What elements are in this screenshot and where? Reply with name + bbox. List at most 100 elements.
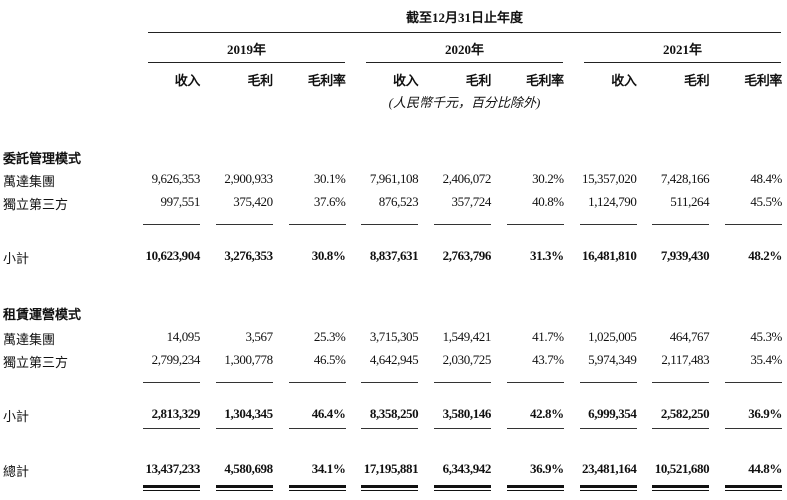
table-cell: 3,567 (245, 329, 273, 344)
table-cell: 35.4% (750, 352, 782, 367)
table-cell: 42.8% (529, 406, 564, 421)
table-cell: 13,437,233 (145, 461, 200, 476)
table-cell: 2,030,725 (442, 352, 492, 367)
underline (725, 428, 782, 430)
table-cell: 37.6% (313, 194, 346, 209)
underline (361, 428, 419, 430)
underline (288, 428, 346, 430)
table-cell: 46.4% (311, 406, 346, 421)
table-cell: 3,715,305 (369, 329, 419, 344)
column-header: 毛利率 (307, 73, 346, 88)
underline (143, 382, 200, 384)
double-underline (506, 485, 564, 488)
underline (652, 428, 710, 430)
underline (652, 382, 710, 384)
table-cell: 5,974,349 (588, 352, 637, 367)
row-label: 獨立第三方 (3, 355, 69, 370)
underline (361, 224, 419, 226)
table-cell: 4,580,698 (224, 461, 273, 476)
subtotal-row: 小計 2,813,329 1,304,345 46.4% 8,358,250 3,580,… (0, 406, 787, 424)
table-cell: 7,939,430 (660, 248, 710, 263)
table-cell: 2,117,483 (661, 352, 710, 367)
table-cell: 6,343,942 (442, 461, 492, 476)
table-cell: 1,300,778 (224, 352, 273, 367)
table-cell: 1,549,421 (442, 329, 492, 344)
divider (366, 62, 563, 64)
table-cell: 34.1% (311, 461, 346, 476)
table-cell: 30.2% (532, 171, 564, 186)
column-header: 毛利率 (525, 73, 564, 88)
underline (506, 224, 564, 226)
table-cell: 10,623,904 (145, 248, 200, 263)
double-underline (725, 485, 782, 488)
table-cell: 1,304,345 (224, 406, 273, 421)
table-cell: 30.8% (311, 248, 346, 263)
double-underline (215, 485, 273, 488)
double-underline (579, 490, 637, 491)
row-label: 小計 (3, 409, 30, 424)
table-cell: 16,481,810 (581, 248, 637, 263)
table-cell: 8,358,250 (369, 406, 419, 421)
underline (215, 428, 273, 430)
year-header-2020: 2020年 (444, 42, 484, 57)
row-label: 萬達集團 (3, 332, 56, 347)
table-row: 萬達集團 14,095 3,567 25.3% 3,715,305 1,549,421 41… (0, 329, 787, 347)
column-header: 毛利 (684, 73, 710, 88)
column-header: 收入 (174, 73, 201, 88)
table-cell: 375,420 (233, 194, 273, 209)
table-cell: 17,195,881 (363, 461, 419, 476)
underline (143, 428, 200, 430)
double-underline (143, 490, 200, 491)
double-underline (215, 490, 273, 491)
table-cell: 997,551 (160, 194, 201, 209)
underline (288, 224, 346, 226)
year-header-2021: 2021年 (662, 42, 702, 57)
row-label: 總計 (3, 464, 30, 479)
underline (215, 224, 273, 226)
table-cell: 45.3% (750, 329, 782, 344)
table-cell: 4,642,945 (369, 352, 419, 367)
section-title: 委託管理模式 (0, 148, 787, 166)
table-cell: 14,095 (166, 329, 201, 344)
double-underline (652, 490, 710, 491)
divider (148, 32, 781, 34)
table-cell: 511,264 (670, 194, 710, 209)
table-cell: 15,357,020 (581, 171, 637, 186)
table-cell: 48.2% (748, 248, 782, 263)
underline (506, 428, 564, 430)
underline (215, 382, 273, 384)
section-title: 租賃運營模式 (0, 304, 787, 322)
table-row: 萬達集團 9,626,353 2,900,933 30.1% 7,961,108 2,40… (0, 171, 787, 189)
double-underline (579, 485, 637, 488)
table-cell: 2,406,072 (442, 171, 492, 186)
table-cell: 3,276,353 (224, 248, 273, 263)
subtotal-row: 小計 10,623,904 3,276,353 30.8% 8,837,631 2,763… (0, 248, 787, 266)
row-label: 獨立第三方 (3, 197, 69, 212)
underline (434, 224, 491, 226)
table-cell: 2,763,796 (442, 248, 492, 263)
unit-note: (人民幣千元，百分比除外) (388, 95, 541, 110)
underline (725, 224, 782, 226)
double-underline (434, 485, 491, 488)
column-header: 毛利 (247, 73, 274, 88)
total-row: 總計 13,437,233 4,580,698 34.1% 17,195,881 6,34… (0, 461, 787, 479)
row-label: 委託管理模式 (3, 151, 82, 166)
table-cell: 8,837,631 (369, 248, 419, 263)
table-cell: 357,724 (451, 194, 492, 209)
table-cell: 7,961,108 (369, 171, 419, 186)
table-cell: 1,124,790 (588, 194, 637, 209)
table-cell: 40.8% (532, 194, 564, 209)
underline (361, 382, 419, 384)
table-cell: 2,900,933 (224, 171, 273, 186)
underline (652, 224, 710, 226)
double-underline (143, 485, 200, 488)
table-cell: 30.1% (313, 171, 346, 186)
table-cell: 876,523 (378, 194, 419, 209)
table-cell: 7,428,166 (660, 171, 710, 186)
table-cell: 41.7% (532, 329, 564, 344)
table-cell: 44.8% (748, 461, 782, 476)
row-label: 小計 (3, 251, 30, 266)
row-label: 萬達集團 (3, 174, 56, 189)
table-cell: 31.3% (529, 248, 564, 263)
table-period-header: 截至12月31日止年度 (405, 10, 523, 25)
